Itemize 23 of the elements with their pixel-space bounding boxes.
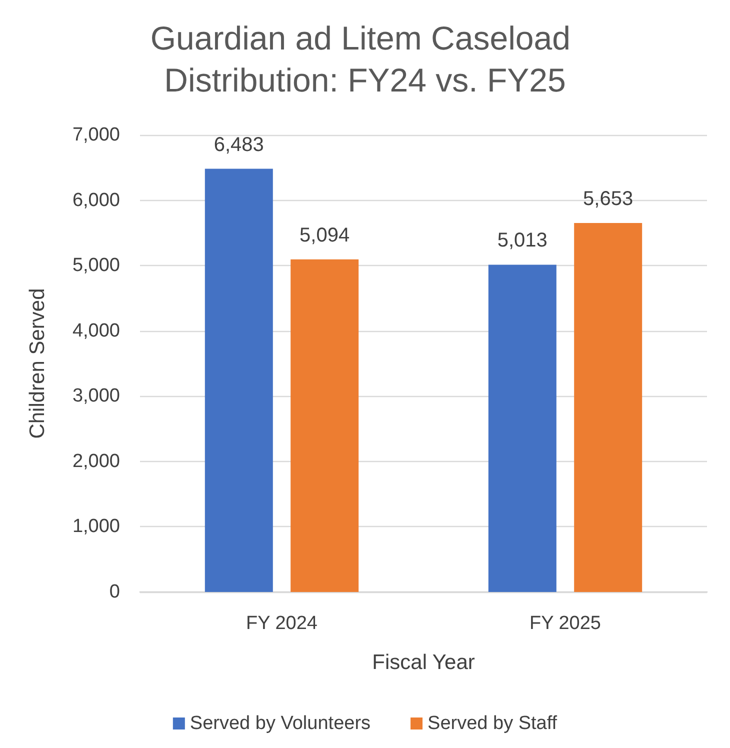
y-tick-label: 5,000 <box>72 255 120 276</box>
x-tick-label: FY 2025 <box>530 613 601 634</box>
bar <box>488 264 556 592</box>
data-label: 6,483 <box>214 134 264 156</box>
y-tick-label: 6,000 <box>72 190 120 211</box>
chart-title: Guardian ad Litem Caseload Distribution: FY24 vs. FY25 <box>150 20 580 98</box>
legend-label: Served by Volunteers <box>190 713 371 734</box>
data-label: 5,653 <box>583 188 634 210</box>
y-tick-label: 0 <box>109 582 120 602</box>
bar <box>204 168 273 592</box>
x-tick-label: FY 2024 <box>246 613 318 634</box>
bar <box>574 222 642 592</box>
x-axis-title: Fiscal Year <box>372 651 475 674</box>
y-tick-label: 1,000 <box>72 516 120 538</box>
bar <box>290 259 359 592</box>
data-label: 5,013 <box>497 230 548 252</box>
y-tick-label: 7,000 <box>72 124 120 146</box>
y-tick-label: 4,000 <box>72 320 120 342</box>
data-label: 5,094 <box>300 224 350 246</box>
y-axis-title: Children Served <box>26 288 49 439</box>
legend-label: Served by Staff <box>428 713 558 734</box>
y-tick-label: 2,000 <box>72 450 120 472</box>
y-tick-label: 3,000 <box>72 386 120 407</box>
